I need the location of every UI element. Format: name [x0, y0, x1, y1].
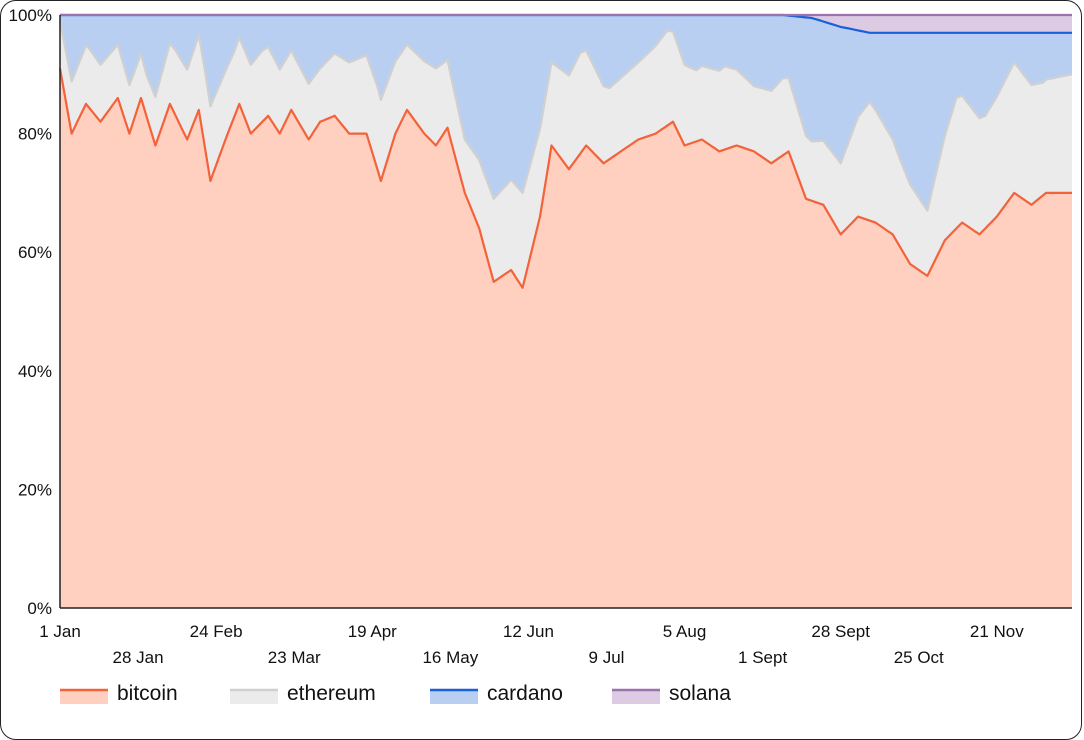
x-tick-label: 28 Sept	[811, 622, 870, 641]
y-tick-label: 80%	[18, 125, 52, 144]
x-tick-label: 28 Jan	[113, 648, 164, 667]
x-tick-label: 19 Apr	[348, 622, 397, 641]
y-tick-label: 40%	[18, 362, 52, 381]
x-tick-label: 23 Mar	[268, 648, 321, 667]
legend-label-solana: solana	[669, 682, 731, 705]
y-tick-label: 100%	[9, 6, 52, 25]
y-tick-label: 60%	[18, 243, 52, 262]
x-tick-label: 9 Jul	[589, 648, 625, 667]
legend-label-cardano: cardano	[487, 682, 563, 705]
legend-swatch-ethereum	[230, 690, 278, 704]
line-bitcoin	[58, 68, 1072, 289]
stacked-area-chart: 0% 20% 40% 60% 80% 100% 1 Jan 28 Jan 24 Feb 23 M…	[9, 6, 1073, 705]
y-tick-labels: 0% 20% 40% 60% 80% 100%	[9, 6, 52, 618]
series-lines	[58, 13, 1073, 289]
x-tick-label: 25 Oct	[894, 648, 944, 667]
legend-swatch-solana	[612, 690, 660, 704]
x-tick-label: 1 Jan	[39, 622, 81, 641]
legend-swatch-cardano	[430, 690, 478, 704]
x-tick-label: 12 Jun	[503, 622, 554, 641]
legend-label-ethereum: ethereum	[287, 682, 376, 705]
legend-swatch-bitcoin	[60, 690, 108, 704]
x-tick-label: 16 May	[422, 648, 478, 667]
area-cardano	[60, 15, 1072, 211]
legend: bitcoin ethereum cardano solana	[60, 682, 731, 705]
x-tick-label: 24 Feb	[190, 622, 243, 641]
line-ethereum	[58, 20, 1073, 212]
area-ethereum	[60, 20, 1072, 288]
area-bitcoin	[60, 68, 1072, 608]
x-tick-labels: 1 Jan 28 Jan 24 Feb 23 Mar 19 Apr 16 May 12 Ju…	[39, 622, 1024, 667]
legend-label-bitcoin: bitcoin	[117, 682, 178, 705]
y-tick-label: 0%	[27, 599, 52, 618]
x-tick-label: 21 Nov	[970, 622, 1024, 641]
x-tick-label: 1 Sept	[738, 648, 787, 667]
x-tick-label: 5 Aug	[663, 622, 707, 641]
y-tick-label: 20%	[18, 480, 52, 499]
